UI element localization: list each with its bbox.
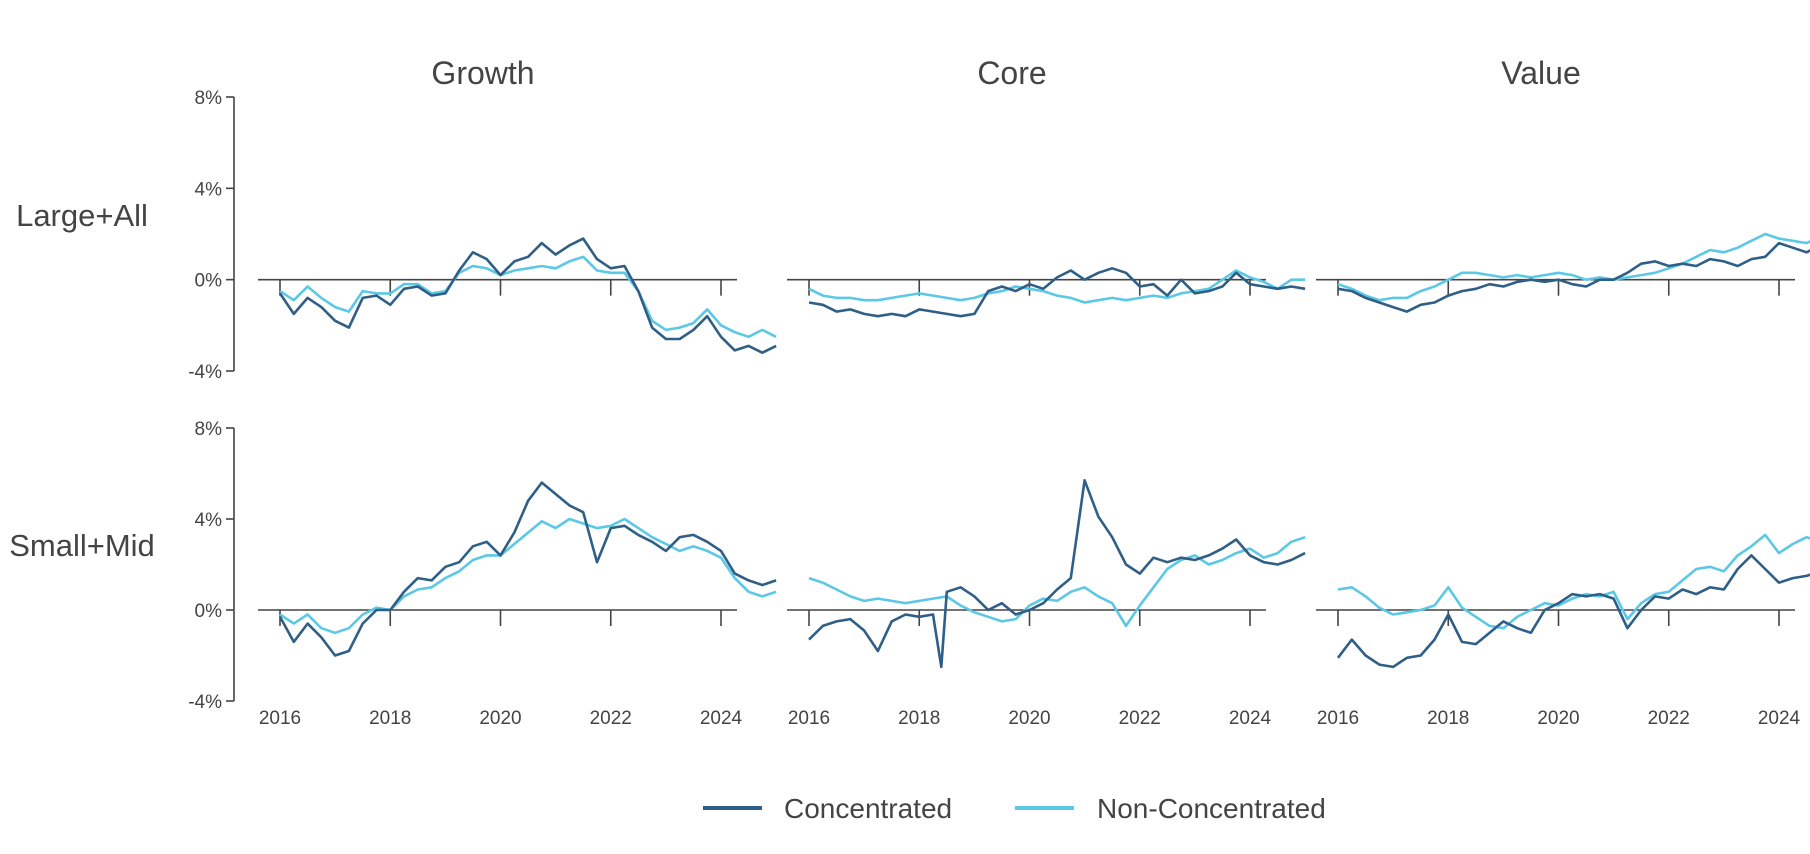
y-tick-label: 0%: [195, 271, 223, 292]
y-tick-label: 4%: [195, 510, 223, 531]
series-line-concentrated: [1337, 241, 1810, 313]
row-label-small-mid: Small+Mid: [9, 528, 155, 563]
legend-label-concentrated: Concentrated: [784, 793, 952, 824]
x-tick-label: 2018: [1427, 708, 1469, 729]
series-line-non-concentrated: [808, 269, 1306, 304]
x-tick-label: 2024: [1758, 708, 1801, 729]
series-line-concentrated: [1336, 554, 1810, 669]
legend-label-non-concentrated: Non-Concentrated: [1097, 793, 1326, 824]
y-tick-label: 4%: [195, 179, 223, 200]
series-line-concentrated: [808, 267, 1306, 318]
chart-panels: 8%4%0%-4%8%4%0%-4%2016 2018 2020 2022 2024 20…: [188, 88, 1810, 729]
panel-small-mid-growth: 8% 4% 0% -4% 2016 2018 2020 2022 2024: [188, 419, 777, 729]
x-tick-label: 2022: [1119, 708, 1161, 729]
y-tick-label: 0%: [195, 601, 223, 622]
series-line-non-concentrated: [1337, 533, 1810, 630]
series-line-non-concentrated: [279, 255, 777, 339]
x-tick-label: 2016: [1317, 708, 1359, 729]
x-tick-label: 2024: [700, 708, 743, 729]
panel-large-all-core: [787, 267, 1306, 318]
y-tick-label: -4%: [188, 362, 222, 383]
x-tick-label: 2020: [1537, 708, 1579, 729]
x-tick-label: 2020: [1008, 708, 1050, 729]
x-tick-label: 2016: [788, 708, 830, 729]
panel-small-mid-core: 2016 2018 2020 2022 2024: [787, 479, 1306, 729]
x-tick-label: 2022: [590, 708, 632, 729]
column-title-growth: Growth: [431, 55, 534, 91]
y-tick-label: 8%: [195, 88, 223, 109]
x-tick-label: 2022: [1648, 708, 1690, 729]
x-tick-label: 2024: [1229, 708, 1272, 729]
legend: Concentrated Non-Concentrated: [703, 793, 1326, 824]
series-line-non-concentrated: [1337, 232, 1810, 302]
y-tick-label: 8%: [195, 419, 223, 440]
x-tick-label: 2016: [259, 708, 301, 729]
row-label-large-all: Large+All: [16, 198, 148, 233]
row-labels: Large+All Small+Mid: [9, 198, 155, 563]
column-titles: Growth Core Value: [431, 55, 1580, 91]
series-line-concentrated: [278, 481, 777, 657]
x-tick-label: 2020: [479, 708, 521, 729]
series-line-concentrated: [808, 479, 1306, 669]
series-line-non-concentrated: [808, 535, 1306, 628]
panel-large-all-value: [1316, 232, 1810, 313]
series-line-non-concentrated: [279, 517, 777, 635]
x-tick-label: 2018: [369, 708, 411, 729]
y-tick-label: -4%: [188, 692, 222, 713]
series-line-concentrated: [278, 237, 777, 354]
x-tick-label: 2018: [898, 708, 940, 729]
column-title-value: Value: [1501, 55, 1580, 91]
column-title-core: Core: [977, 55, 1046, 91]
panel-large-all-growth: 8% 4% 0% -4%: [188, 88, 777, 383]
panel-small-mid-value: 2016 2018 2020 2022 2024: [1316, 533, 1810, 729]
